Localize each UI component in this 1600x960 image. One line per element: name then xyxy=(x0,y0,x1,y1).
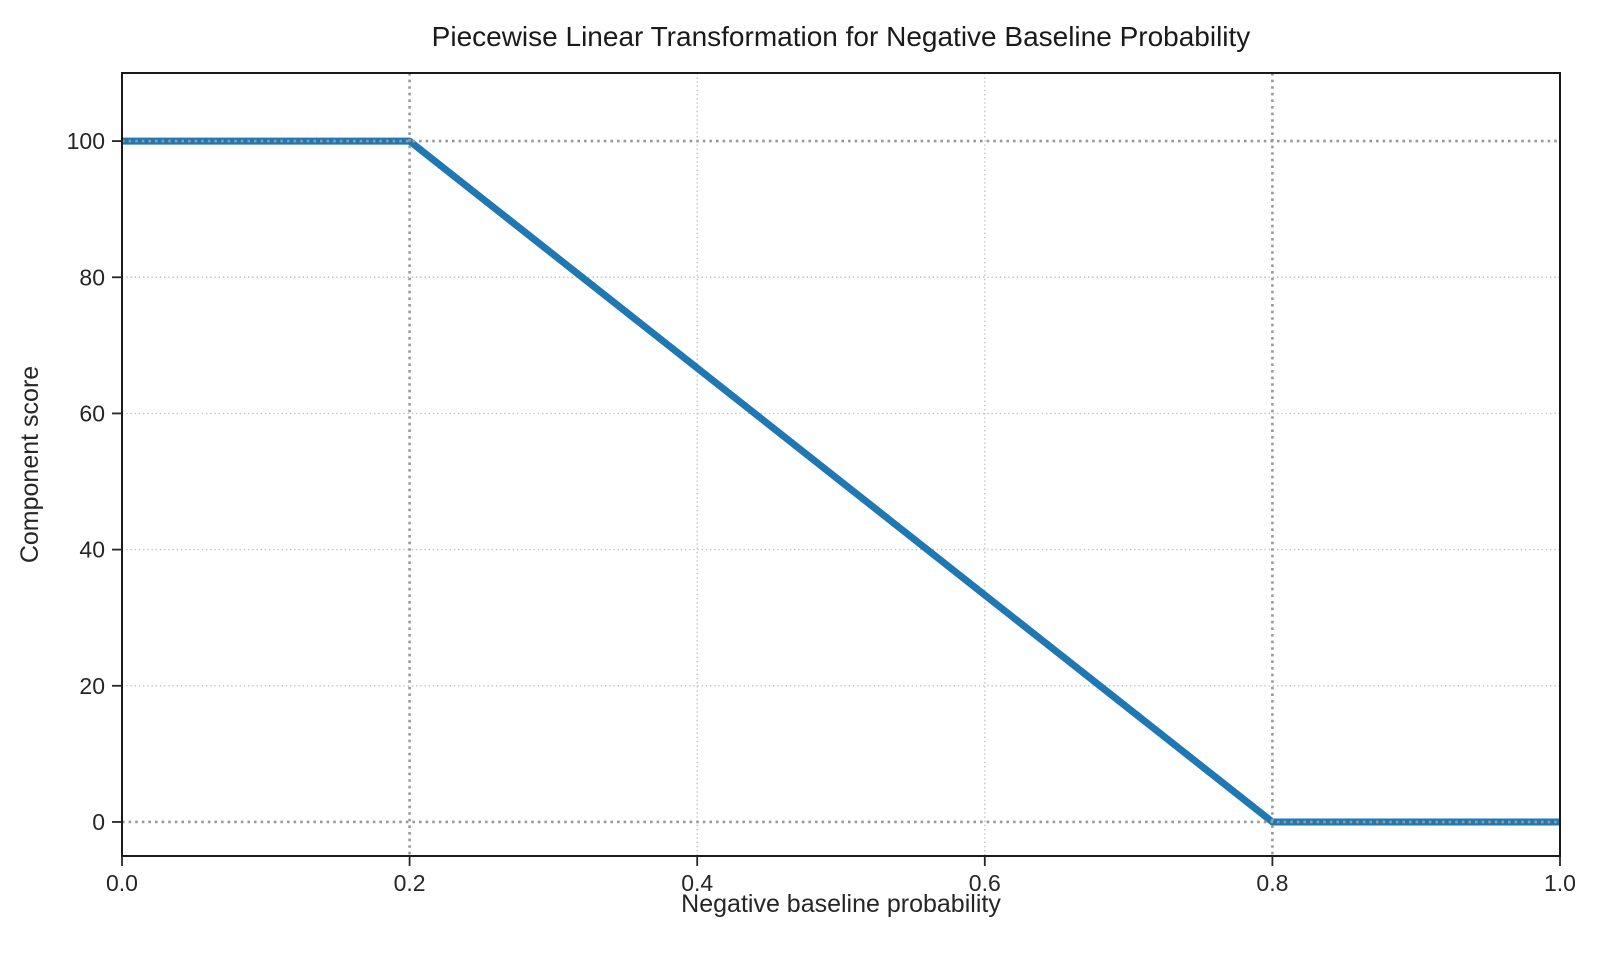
y-axis-label: Component score xyxy=(16,366,44,563)
x-axis-label: Negative baseline probability xyxy=(681,890,1001,918)
chart-title: Piecewise Linear Transformation for Nega… xyxy=(432,21,1251,52)
x-tick-label: 0.0 xyxy=(106,870,138,896)
series-component-score xyxy=(122,137,1560,826)
y-tick-label: 20 xyxy=(79,673,105,699)
x-tick-label: 0.2 xyxy=(394,870,426,896)
grid-layer xyxy=(122,73,1560,856)
tick-layer: 0.0 0.2 0.4 0.6 0.8 1.0 0 20 40 60 80 100 xyxy=(67,128,1576,896)
series-layer xyxy=(122,137,1560,826)
x-tick-label: 0.4 xyxy=(681,870,713,896)
y-tick-label: 100 xyxy=(67,128,105,154)
x-tick-label: 1.0 xyxy=(1544,870,1576,896)
plot-border xyxy=(121,72,1561,857)
y-tick-label: 60 xyxy=(79,400,105,426)
y-tick-label: 40 xyxy=(79,537,105,563)
x-tick-label: 0.8 xyxy=(1256,870,1288,896)
y-tick-label: 80 xyxy=(79,264,105,290)
threshold-layer xyxy=(122,73,1560,856)
x-tick-label: 0.6 xyxy=(969,870,1001,896)
y-tick-label: 0 xyxy=(92,809,105,835)
